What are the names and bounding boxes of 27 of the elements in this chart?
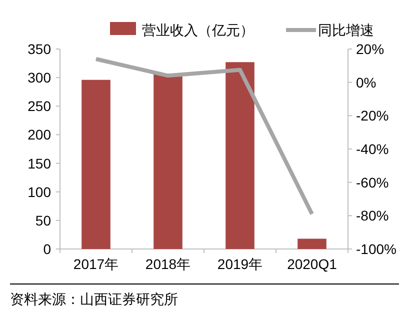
bar: [226, 62, 254, 249]
y2-tick-label: -100%: [356, 241, 396, 257]
bar: [298, 238, 326, 249]
y2-tick-label: -20%: [356, 108, 389, 124]
x-tick-label: 2018年: [145, 256, 191, 272]
y2-tick-label: -80%: [356, 208, 389, 224]
y-tick-label: 250: [28, 98, 52, 114]
y2-tick-label: -60%: [356, 174, 389, 190]
bar: [154, 74, 182, 249]
x-tick-label: 2017年: [73, 256, 119, 272]
bar: [82, 80, 110, 249]
text: 资料来源：山西证券研究所: [10, 291, 178, 307]
line-series: [94, 57, 314, 216]
y-tick-label: 350: [28, 41, 52, 57]
legend-label: 同比增速: [318, 22, 374, 38]
y-tick-label: 200: [28, 126, 52, 143]
y2-tick-label: 20%: [356, 41, 384, 57]
y-tick-label: 50: [35, 212, 52, 228]
legend-label: 营业收入（亿元）: [142, 22, 254, 38]
x-tick-label: 2019年: [217, 256, 263, 272]
y2-tick-label: 0%: [356, 74, 376, 90]
y-tick-label: 100: [28, 184, 52, 200]
y-tick-label: 150: [28, 155, 52, 172]
x-tick-label: 2020Q1: [287, 256, 338, 272]
y-tick-label: 0: [43, 241, 52, 257]
y2-tick-label: -40%: [356, 141, 389, 157]
y-tick-label: 300: [28, 70, 52, 86]
